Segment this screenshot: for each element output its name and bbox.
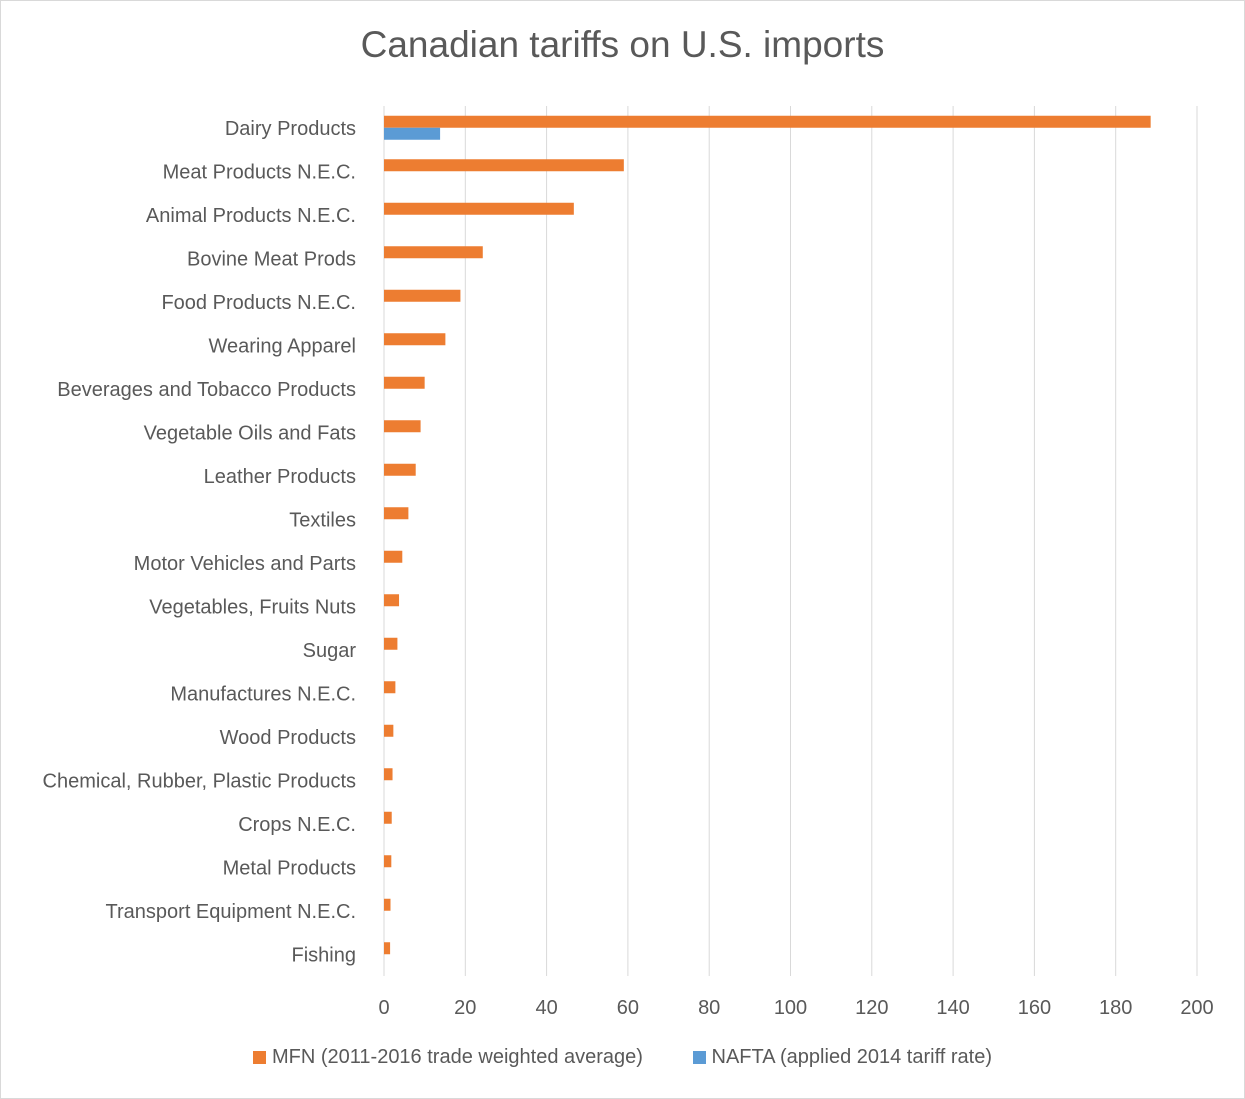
x-tick-label-60: 60	[617, 997, 639, 1019]
category-label-0: Dairy Products	[225, 118, 356, 140]
x-tick-label-180: 180	[1099, 997, 1132, 1019]
bar-mfn-5	[384, 333, 446, 346]
category-label-17: Metal Products	[223, 857, 356, 879]
category-label-6: Beverages and Tobacco Products	[57, 379, 356, 401]
legend-label-nafta: NAFTA (applied 2014 tariff rate)	[711, 1046, 993, 1068]
bar-mfn-19	[384, 942, 391, 955]
legend-swatch-mfn	[252, 1051, 266, 1064]
legend: MFN (2011-2016 trade weighted average) N…	[0, 1046, 1245, 1070]
bar-mfn-11	[384, 594, 400, 607]
bar-mfn-15	[384, 768, 393, 781]
category-label-15: Chemical, Rubber, Plastic Products	[43, 770, 356, 792]
category-labels: Dairy Products Meat Products N.E.C. Animal…	[43, 118, 357, 967]
category-label-19: Fishing	[292, 944, 356, 966]
bar-mfn-9	[384, 507, 409, 520]
bar-mfn-7	[384, 420, 421, 433]
bar-mfn-14	[384, 724, 394, 737]
bar-mfn-10	[384, 550, 403, 563]
x-tick-label-0: 0	[378, 997, 389, 1019]
bar-mfn-13	[384, 681, 396, 694]
category-label-3: Bovine Meat Prods	[187, 248, 356, 270]
legend-item-nafta: NAFTA (applied 2014 tariff rate)	[692, 1046, 993, 1069]
bar-nafta-0	[384, 127, 441, 140]
bar-mfn-1	[384, 159, 624, 172]
bar-mfn-0	[384, 115, 1151, 128]
bar-mfn-16	[384, 811, 392, 824]
legend-swatch-nafta	[692, 1051, 706, 1064]
x-tick-label-200: 200	[1180, 997, 1213, 1019]
bars	[384, 115, 1151, 955]
x-tick-labels: 0 20 40 60 80 100 120 140 160 180 200	[378, 997, 1213, 1019]
bar-mfn-3	[384, 246, 483, 259]
bar-mfn-6	[384, 376, 425, 389]
category-label-10: Motor Vehicles and Parts	[134, 553, 356, 575]
gridlines	[383, 106, 1198, 976]
bar-mfn-2	[384, 202, 574, 215]
bar-mfn-4	[384, 289, 461, 302]
category-label-14: Wood Products	[220, 727, 356, 749]
category-label-16: Crops N.E.C.	[238, 814, 356, 836]
bar-mfn-18	[384, 898, 391, 911]
category-label-1: Meat Products N.E.C.	[163, 161, 356, 183]
category-label-11: Vegetables, Fruits Nuts	[149, 596, 356, 618]
category-label-12: Sugar	[303, 640, 357, 662]
bar-mfn-17	[384, 855, 392, 868]
bar-chart-plot: Dairy Products Meat Products N.E.C. Animal…	[43, 106, 1214, 1019]
x-tick-label-160: 160	[1018, 997, 1051, 1019]
x-tick-label-20: 20	[454, 997, 476, 1019]
x-tick-label-140: 140	[936, 997, 969, 1019]
bar-mfn-8	[384, 463, 416, 476]
x-tick-label-40: 40	[535, 997, 557, 1019]
legend-label-mfn: MFN (2011-2016 trade weighted average)	[271, 1046, 643, 1068]
category-label-7: Vegetable Oils and Fats	[144, 422, 356, 444]
legend-item-mfn: MFN (2011-2016 trade weighted average)	[252, 1046, 643, 1069]
category-label-18: Transport Equipment N.E.C.	[106, 901, 356, 923]
category-label-9: Textiles	[289, 509, 356, 531]
category-label-2: Animal Products N.E.C.	[146, 205, 356, 227]
chart-title: Canadian tariffs on U.S. imports	[360, 24, 885, 65]
category-label-5: Wearing Apparel	[209, 335, 357, 357]
x-tick-label-100: 100	[774, 997, 807, 1019]
bar-mfn-12	[384, 637, 398, 650]
x-tick-label-80: 80	[698, 997, 720, 1019]
category-label-4: Food Products N.E.C.	[161, 292, 356, 314]
category-label-13: Manufactures N.E.C.	[170, 683, 356, 705]
x-tick-label-120: 120	[855, 997, 888, 1019]
category-label-8: Leather Products	[204, 466, 356, 488]
